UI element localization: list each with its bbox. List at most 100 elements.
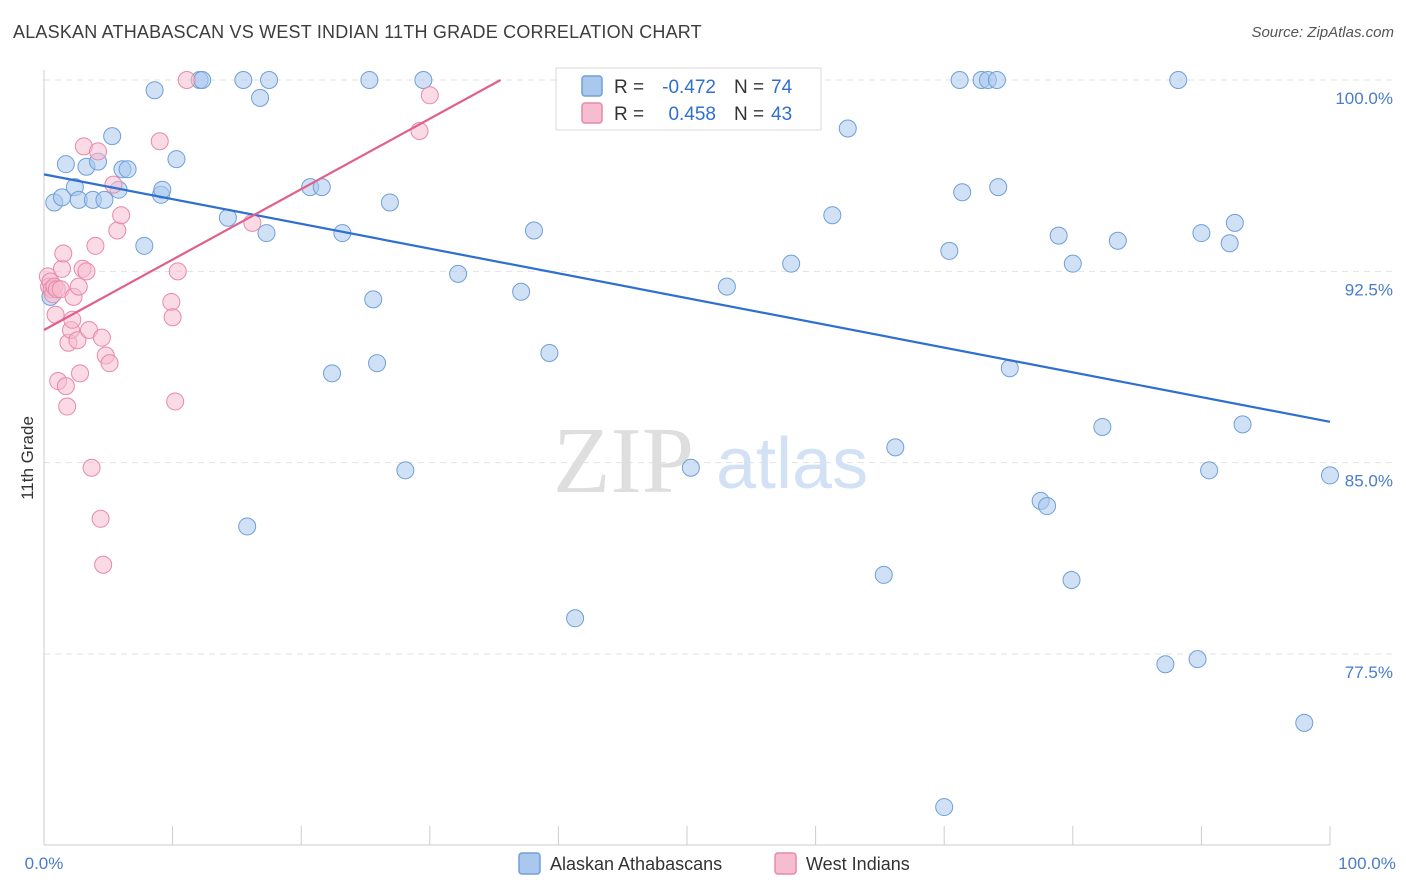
series-alaskan-athabascans-points [41,71,1339,817]
point-west-indians [112,206,131,225]
point-west-indians [53,259,72,278]
point-alaskan-athabascans [1295,713,1314,732]
point-alaskan-athabascans [1038,497,1057,516]
legend: R = -0.472 N = 74 R = 0.458 N = 43 [555,67,822,131]
y-axis-label: 11th Grade [18,416,37,500]
point-west-indians [108,221,127,240]
point-west-indians [166,392,185,411]
point-alaskan-athabascans [950,71,969,89]
x-ticks [43,826,1331,845]
point-alaskan-athabascans [1093,417,1112,436]
point-alaskan-athabascans [360,71,379,89]
point-alaskan-athabascans [940,241,959,260]
point-west-indians [56,377,75,396]
point-alaskan-athabascans [238,517,257,536]
point-west-indians [162,292,181,311]
point-west-indians [104,175,123,194]
point-west-indians [150,132,169,151]
point-alaskan-athabascans [989,178,1008,197]
point-west-indians [68,331,87,350]
point-alaskan-athabascans [987,71,1006,89]
point-alaskan-athabascans [56,155,75,174]
point-alaskan-athabascans [103,127,122,146]
grid-layer [44,79,1395,655]
point-alaskan-athabascans [935,798,954,817]
point-alaskan-athabascans [540,343,559,362]
point-west-indians [71,364,90,383]
point-alaskan-athabascans [717,277,736,296]
point-alaskan-athabascans [95,190,114,209]
point-alaskan-athabascans [380,193,399,212]
series-west-indians-points [38,71,439,574]
point-alaskan-athabascans [260,71,279,89]
point-alaskan-athabascans [414,71,433,89]
point-alaskan-athabascans [167,150,186,169]
point-alaskan-athabascans [1049,226,1068,245]
x-tick-label-max: 100.0% [1338,854,1396,873]
point-alaskan-athabascans [1233,415,1252,434]
point-west-indians [163,308,182,327]
y-tick-label: 85.0% [1345,472,1393,491]
bottom-legend-label-0: Alaskan Athabascans [550,854,722,874]
legend-n-value-0: 74 [771,77,793,98]
x-tick-label-min: 0.0% [25,854,64,873]
point-alaskan-athabascans [396,461,415,480]
point-alaskan-athabascans [368,354,387,373]
legend-n-label-1: N = [734,104,764,125]
point-west-indians [168,262,187,281]
point-alaskan-athabascans [118,160,137,179]
point-west-indians [94,555,113,574]
point-alaskan-athabascans [1156,655,1175,674]
point-alaskan-athabascans [145,81,164,100]
point-alaskan-athabascans [1225,213,1244,232]
chart-source: Source: ZipAtlas.com [1251,24,1394,41]
chart-title: ALASKAN ATHABASCAN VS WEST INDIAN 11TH G… [13,22,702,42]
point-alaskan-athabascans [257,224,276,243]
point-alaskan-athabascans [1169,71,1188,89]
point-west-indians [86,236,105,255]
point-alaskan-athabascans [193,71,212,89]
bottom-legend-label-1: West Indians [806,854,910,874]
point-alaskan-athabascans [524,221,543,240]
point-west-indians [54,244,73,263]
point-alaskan-athabascans [234,71,253,89]
point-alaskan-athabascans [953,183,972,202]
point-alaskan-athabascans [323,364,342,383]
point-west-indians [69,277,88,296]
point-alaskan-athabascans [1220,234,1239,253]
point-alaskan-athabascans [364,290,383,309]
y-tick-label: 77.5% [1345,663,1393,682]
point-west-indians [177,71,196,89]
bottom-legend-swatch-blue [518,852,541,875]
trend-line-west-indians [43,79,502,331]
point-west-indians [420,86,439,105]
point-alaskan-athabascans [782,254,801,273]
point-alaskan-athabascans [1200,461,1219,480]
legend-r-value-1: 0.458 [668,104,716,125]
point-west-indians [77,262,96,281]
y-tick-labels: 77.5% 85.0% 92.5% 100.0% [1335,89,1393,682]
point-alaskan-athabascans [1062,571,1081,590]
y-tick-label: 92.5% [1345,280,1393,299]
legend-n-value-1: 43 [771,104,792,125]
legend-r-label-1: R = [614,104,644,125]
legend-swatch-blue [581,75,603,97]
legend-r-value-0: -0.472 [662,77,716,98]
bottom-legend: Alaskan Athabascans West Indians [518,852,910,875]
point-alaskan-athabascans [1192,224,1211,243]
watermark-atlas: atlas [716,424,868,504]
legend-swatch-pink [581,102,603,124]
point-alaskan-athabascans [135,236,154,255]
point-alaskan-athabascans [1063,254,1082,273]
y-tick-label: 100.0% [1335,89,1393,108]
watermark: ZIP atlas [553,409,868,513]
point-alaskan-athabascans [823,206,842,225]
point-west-indians [82,458,101,477]
point-alaskan-athabascans [874,565,893,584]
legend-n-label-0: N = [734,77,764,98]
point-alaskan-athabascans [886,438,905,457]
point-alaskan-athabascans [512,282,531,301]
point-alaskan-athabascans [681,458,700,477]
trend-lines [43,79,1331,423]
